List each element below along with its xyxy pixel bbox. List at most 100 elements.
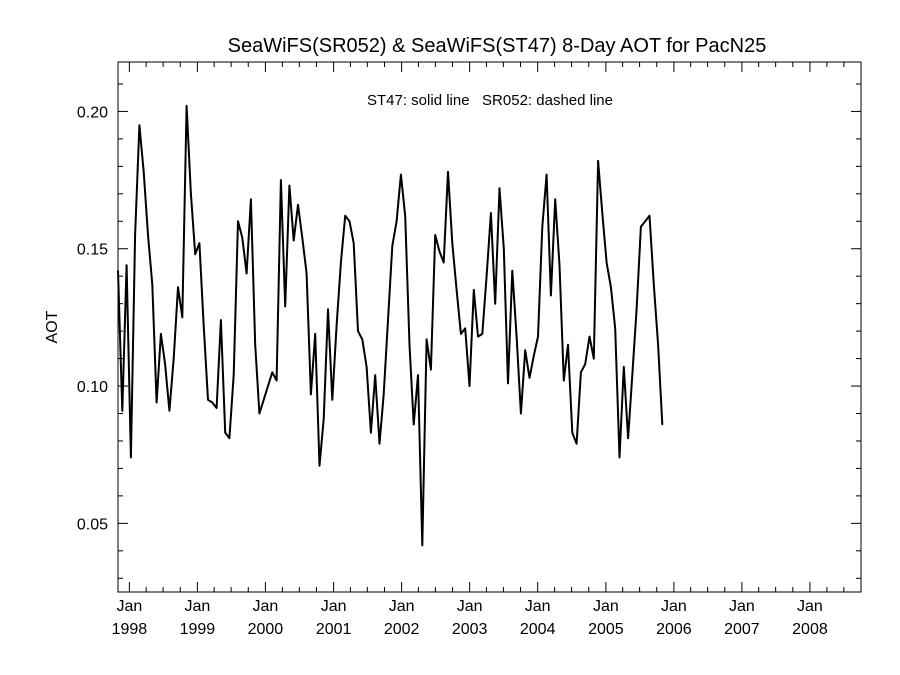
data-point (614, 327, 616, 330)
data-point (181, 316, 184, 319)
data-point (382, 393, 385, 396)
data-point (142, 171, 145, 173)
x-tick-month-label: Jan (116, 598, 142, 615)
data-point (631, 374, 634, 376)
data-point (537, 335, 539, 338)
data-point (185, 105, 188, 107)
data-point (237, 220, 239, 223)
x-tick-year-label: 2007 (724, 621, 760, 638)
data-point (473, 289, 475, 291)
series-style-note: ST47: solid line SR052: dashed line (367, 92, 613, 109)
data-point (138, 124, 141, 126)
data-point (485, 275, 488, 278)
data-point (442, 261, 445, 264)
data-point (623, 366, 625, 368)
data-point (224, 431, 226, 434)
data-point (545, 173, 548, 176)
data-point (245, 272, 248, 275)
data-point (661, 423, 664, 426)
x-tick-year-label: 2002 (384, 621, 420, 638)
data-point (481, 333, 484, 335)
plot-frame (117, 61, 862, 593)
data-point (412, 423, 415, 426)
data-point (258, 412, 261, 415)
data-point (378, 442, 381, 445)
data-point (601, 212, 604, 214)
data-point (292, 239, 295, 242)
data-point (344, 215, 347, 217)
axis-ticks: 0.05 0.10 0.15 0.20 Jan 1998 Jan 1999 Jan 2000 Jan… (77, 62, 861, 638)
data-point (194, 253, 196, 255)
data-point (503, 247, 505, 250)
data-point (515, 335, 518, 338)
data-point (155, 401, 158, 404)
data-point (490, 212, 492, 214)
data-point (635, 308, 638, 311)
data-point (455, 289, 458, 291)
data-point (198, 242, 201, 244)
x-tick-month-label: Jan (389, 598, 415, 615)
data-point (335, 324, 338, 327)
data-point (468, 385, 471, 387)
data-point (558, 264, 561, 267)
data-point (318, 464, 321, 467)
data-point (314, 333, 317, 335)
x-tick-month-label: Jan (253, 598, 279, 615)
data-point (232, 374, 235, 376)
data-point (567, 344, 569, 346)
data-point (254, 344, 256, 346)
x-tick-year-label: 2006 (656, 621, 692, 638)
data-point (250, 198, 252, 201)
x-tick-month-label: Jan (321, 598, 347, 615)
series-line-st47 (117, 104, 664, 547)
data-point (164, 363, 166, 365)
data-point (262, 399, 265, 401)
data-point (365, 366, 368, 368)
x-tick-month-label: Jan (457, 598, 483, 615)
data-point (640, 226, 642, 228)
data-point (168, 410, 171, 412)
data-point (387, 319, 389, 321)
data-point (134, 234, 136, 236)
data-point (421, 544, 424, 547)
data-point (425, 338, 428, 341)
data-point (147, 234, 149, 236)
data-point (533, 355, 535, 357)
x-tick-year-label: 1998 (112, 621, 148, 638)
data-point (597, 160, 599, 162)
data-point (151, 283, 154, 286)
x-tick-year-label: 2004 (520, 621, 556, 638)
data-point (301, 237, 304, 239)
data-point (284, 305, 287, 308)
y-tick-label: 0.05 (77, 516, 108, 533)
data-point (172, 357, 175, 360)
data-point (438, 250, 441, 253)
data-point (563, 379, 565, 382)
data-point (241, 237, 244, 239)
data-point (310, 393, 312, 396)
x-tick-year-label: 2000 (248, 621, 284, 638)
y-tick-label: 0.20 (77, 104, 108, 121)
x-tick-month-label: Jan (184, 598, 210, 615)
y-axis-label: AOT (44, 310, 61, 343)
series-layer (117, 104, 664, 547)
data-point (447, 171, 449, 173)
x-tick-month-label: Jan (797, 598, 823, 615)
data-point (391, 245, 394, 247)
data-point (528, 377, 531, 379)
data-point (618, 456, 621, 459)
y-tick-label: 0.10 (77, 379, 108, 396)
data-point (464, 327, 467, 330)
data-point (593, 357, 595, 360)
data-point (267, 385, 269, 387)
chart-title: SeaWiFS(SR052) & SeaWiFS(ST47) 8-Day AOT… (228, 35, 767, 57)
data-point (584, 363, 586, 365)
data-point (520, 412, 522, 415)
data-point (653, 283, 655, 286)
data-point (507, 382, 509, 385)
data-point (117, 269, 119, 272)
data-point (524, 349, 526, 352)
data-point (370, 431, 372, 434)
data-point (477, 335, 479, 338)
